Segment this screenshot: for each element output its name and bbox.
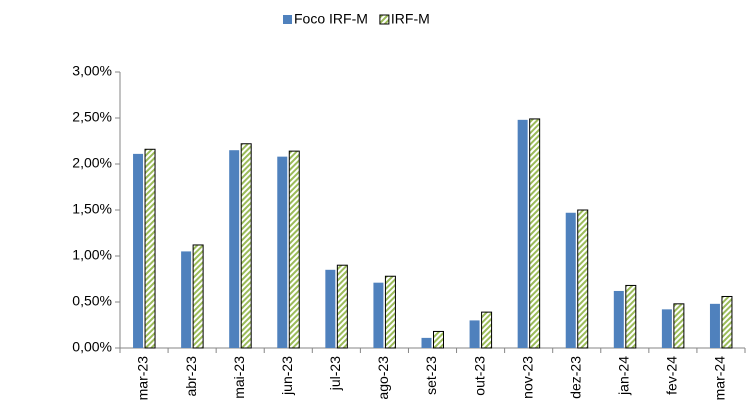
legend-swatch: [283, 15, 292, 24]
y-tick-label: 3,00%: [72, 63, 112, 79]
bar: [384, 275, 396, 349]
bar: [529, 118, 541, 349]
x-tick-label: abr-23: [183, 356, 199, 397]
bar: [144, 148, 156, 349]
bar: [721, 295, 733, 349]
bar: [565, 212, 576, 348]
legend-swatch: [379, 14, 390, 25]
bar: [421, 337, 432, 348]
x-tick-label: ago-23: [375, 356, 391, 400]
y-tick-label: 0,00%: [72, 339, 112, 355]
bar: [325, 269, 336, 348]
bar: [277, 156, 288, 348]
y-tick-label: 0,50%: [72, 293, 112, 309]
legend-label: Foco IRF-M: [294, 11, 368, 27]
y-tick-label: 1,00%: [72, 247, 112, 263]
y-tick-label: 2,50%: [72, 109, 112, 125]
bar: [240, 143, 252, 349]
bar: [373, 282, 384, 348]
x-tick-label: fev-24: [664, 356, 680, 395]
x-tick-label: jul-23: [327, 356, 343, 391]
bar: [469, 320, 480, 348]
x-tick-label: jan-24: [616, 356, 632, 396]
x-tick-label: mar-23: [135, 356, 151, 401]
bar: [288, 150, 300, 349]
y-tick-label: 2,00%: [72, 155, 112, 171]
bar: [517, 119, 528, 348]
x-tick-label: set-23: [423, 356, 439, 395]
bar: [481, 311, 493, 349]
x-tick-label: nov-23: [519, 356, 535, 399]
bar: [192, 244, 204, 349]
x-tick-label: mai-23: [231, 356, 247, 399]
bar: [336, 264, 348, 349]
bar: [133, 153, 144, 348]
bar: [433, 330, 444, 349]
bar: [577, 209, 589, 349]
bar: [709, 303, 720, 348]
bar: [661, 309, 672, 348]
x-tick-label: out-23: [471, 356, 487, 396]
bar: [181, 251, 192, 348]
bar: [613, 290, 624, 348]
x-tick-label: jun-23: [279, 356, 295, 396]
x-tick-label: dez-23: [567, 356, 583, 399]
legend-label: IRF-M: [391, 11, 430, 27]
x-tick-label: mar-24: [712, 356, 728, 401]
bar: [229, 150, 240, 348]
y-tick-label: 1,50%: [72, 201, 112, 217]
bar: [673, 303, 685, 349]
bar: [625, 284, 637, 349]
